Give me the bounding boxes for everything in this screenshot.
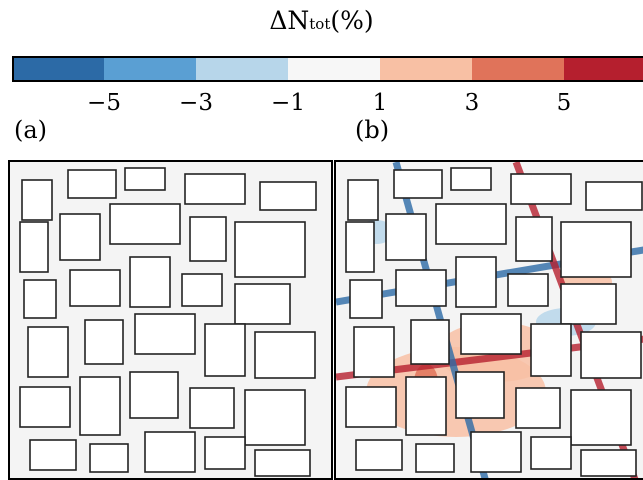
title-suffix: (%) [330,6,374,35]
building-outline [29,439,77,471]
building-outline [345,221,375,273]
colorbar-tick-label: 3 [464,90,480,116]
building-outline [507,273,549,307]
building-outline [234,221,306,278]
building-outline [455,256,497,308]
colorbar-tick-label: 5 [556,90,572,116]
building-outline [204,323,246,377]
building-outline [530,436,572,470]
building-outline [395,269,447,307]
building-outline [435,203,507,245]
building-outline [450,167,492,191]
colorbar-tick-label: 1 [372,90,388,116]
building-outline [204,436,246,470]
building-outline [415,443,455,473]
colorbar-frame [12,56,643,82]
colorbar [12,56,643,82]
colorbar-segment [288,57,380,81]
building-outline [410,319,450,365]
panel-b-map [334,160,643,480]
colorbar-segment [472,57,564,81]
building-outline [19,221,49,273]
building-outline [144,431,196,473]
building-outline [580,449,637,477]
building-outline [470,431,522,473]
colorbar-title: ΔNtot(%) [0,6,643,35]
building-outline [184,173,246,205]
building-outline [189,216,227,262]
building-outline [355,439,403,471]
colorbar-tick-label: −1 [271,90,305,116]
colorbar-tick-label: −5 [87,90,121,116]
building-outline [89,443,129,473]
panel-a-map [8,160,333,480]
building-outline [84,319,124,365]
building-outline [259,181,317,211]
colorbar-segment [564,57,643,81]
title-subscript: tot [309,15,331,33]
building-outline [353,326,395,378]
building-outline [67,169,117,199]
building-outline [393,169,443,199]
colorbar-segment [196,57,288,81]
panel-b-label: (b) [355,116,390,144]
building-outline [181,273,223,307]
building-outline [129,256,171,308]
building-outline [23,279,57,319]
panel-a-label: (a) [14,116,48,144]
building-outline [69,269,121,307]
building-outline [27,326,69,378]
building-outline [580,331,642,379]
building-outline [234,283,291,325]
building-outline [405,376,447,436]
building-outline [530,323,572,377]
building-outline [385,213,427,261]
colorbar-tick-label: −3 [179,90,213,116]
building-outline [347,179,379,221]
building-outline [455,371,505,419]
building-outline [560,221,632,278]
building-outline [79,376,121,436]
building-outline [244,389,306,446]
building-outline [515,216,553,262]
building-outline [515,387,561,429]
building-outline [129,371,179,419]
building-outline [460,313,522,355]
building-outline [345,386,397,428]
building-outline [254,331,316,379]
building-outline [570,389,632,446]
building-outline [254,449,311,477]
building-outline [560,283,617,325]
building-outline [134,313,196,355]
building-outline [109,203,181,245]
building-outline [19,386,71,428]
title-main: ΔN [269,6,310,35]
panel-a-contours [19,167,317,477]
colorbar-segment [380,57,472,81]
building-outline [21,179,53,221]
building-outline [59,213,101,261]
colorbar-segment [104,57,196,81]
building-outline [510,173,572,205]
building-outline [585,181,643,211]
colorbar-segment [12,57,104,81]
building-outline [349,279,383,319]
building-outline [124,167,166,191]
panel-b-contours [336,162,643,478]
building-outline [189,387,235,429]
